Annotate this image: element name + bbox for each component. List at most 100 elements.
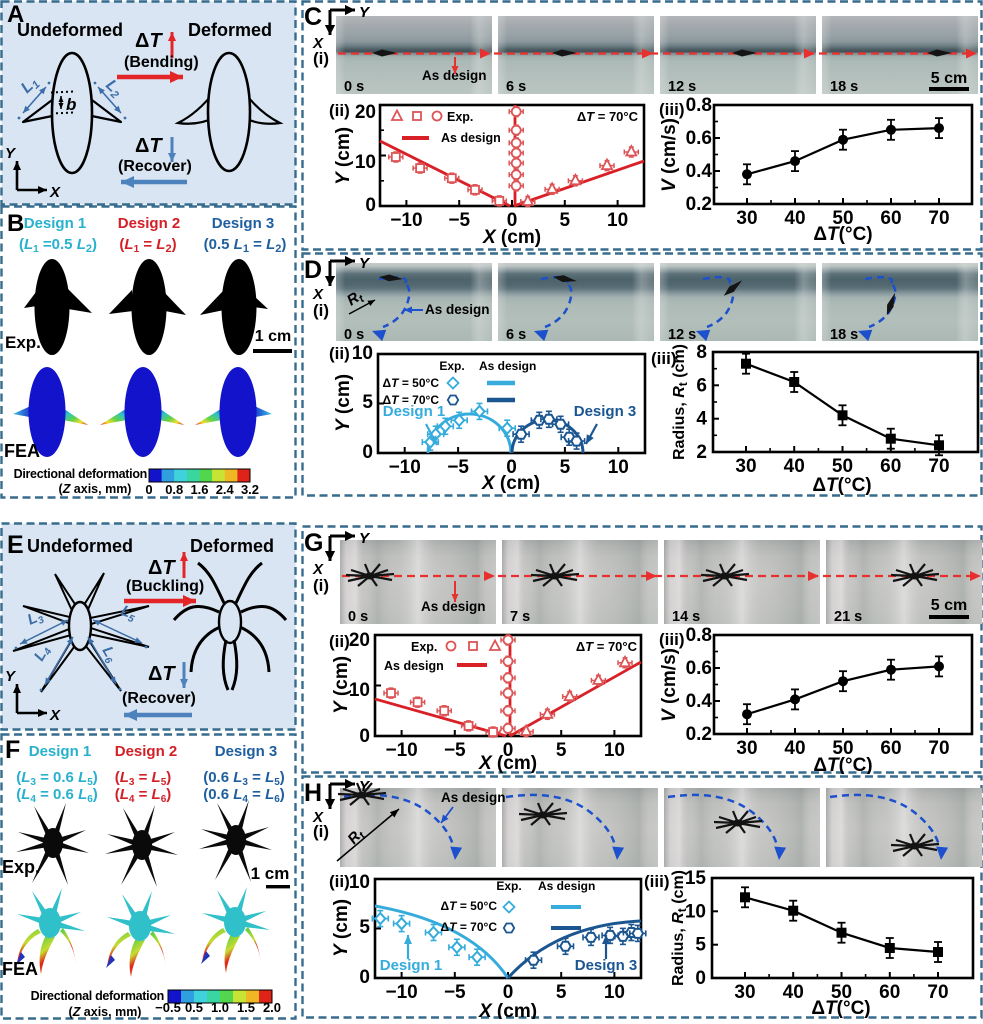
svg-text:H: H xyxy=(304,779,322,807)
svg-text:Y: Y xyxy=(359,4,371,21)
svg-text:0.6: 0.6 xyxy=(686,128,712,149)
svg-text:A: A xyxy=(7,1,24,28)
svg-text:X (cm): X (cm) xyxy=(482,227,541,248)
svg-text:Exp.: Exp. xyxy=(439,359,464,373)
svg-text:1.0: 1.0 xyxy=(211,1000,229,1015)
svg-text:0: 0 xyxy=(503,740,514,761)
svg-text:0.4: 0.4 xyxy=(686,161,713,182)
svg-text:As design: As design xyxy=(441,131,501,145)
svg-text:70: 70 xyxy=(928,208,949,229)
svg-text:Y (cm): Y (cm) xyxy=(331,899,352,957)
svg-text:2: 2 xyxy=(696,442,707,463)
svg-text:Undeformed: Undeformed xyxy=(27,536,133,556)
svg-text:(Bending): (Bending) xyxy=(124,54,199,71)
svg-text:ΔT(°C): ΔT(°C) xyxy=(813,755,872,774)
svg-text:Directional deformation: Directional deformation xyxy=(31,989,164,1003)
svg-text:0: 0 xyxy=(365,195,376,216)
svg-text:70: 70 xyxy=(928,456,949,477)
svg-text:Deformed: Deformed xyxy=(190,536,274,556)
svg-text:D: D xyxy=(304,256,322,284)
svg-text:0.8: 0.8 xyxy=(686,625,712,646)
svg-text:1 cm: 1 cm xyxy=(255,328,291,345)
svg-text:X (cm): X (cm) xyxy=(481,473,540,494)
svg-text:X: X xyxy=(49,184,61,201)
svg-text:10: 10 xyxy=(349,680,370,701)
svg-text:10: 10 xyxy=(604,982,625,1003)
svg-text:21 s: 21 s xyxy=(834,609,862,625)
svg-text:Deformed: Deformed xyxy=(188,20,272,40)
svg-text:0: 0 xyxy=(506,457,517,478)
svg-text:G: G xyxy=(304,529,323,557)
svg-text:50: 50 xyxy=(832,738,853,759)
svg-text:As design: As design xyxy=(421,599,486,614)
svg-text:Design 3: Design 3 xyxy=(215,743,278,760)
svg-text:0: 0 xyxy=(359,726,370,747)
svg-text:14 s: 14 s xyxy=(672,609,700,625)
svg-text:30: 30 xyxy=(736,208,757,229)
svg-text:X (cm): X (cm) xyxy=(478,1001,537,1019)
svg-text:ΔT: ΔT xyxy=(148,557,176,579)
svg-text:10: 10 xyxy=(352,343,373,364)
svg-text:8: 8 xyxy=(696,342,707,363)
svg-text:E: E xyxy=(7,531,24,559)
svg-text:50: 50 xyxy=(832,208,853,229)
svg-text:(L1 = L2): (L1 = L2) xyxy=(119,236,176,255)
svg-text:5 cm: 5 cm xyxy=(931,597,967,614)
svg-text:Design 3: Design 3 xyxy=(574,403,637,420)
svg-text:20: 20 xyxy=(349,630,370,651)
svg-text:−5: −5 xyxy=(447,457,469,478)
svg-text:(i): (i) xyxy=(313,301,329,320)
svg-text:12 s: 12 s xyxy=(668,79,696,95)
svg-text:Y (cm): Y (cm) xyxy=(333,127,354,185)
svg-text:As design: As design xyxy=(479,359,536,373)
svg-text:(Recover): (Recover) xyxy=(118,158,192,175)
svg-text:0.5: 0.5 xyxy=(185,1000,203,1015)
svg-text:ΔT: ΔT xyxy=(135,135,163,157)
svg-text:(ii): (ii) xyxy=(329,101,350,120)
svg-text:ΔT = 70°C: ΔT = 70°C xyxy=(576,639,638,654)
svg-text:Y: Y xyxy=(359,778,371,795)
svg-text:5: 5 xyxy=(362,392,373,413)
svg-text:12 s: 12 s xyxy=(668,327,696,343)
svg-text:b: b xyxy=(66,95,76,114)
svg-text:(iii): (iii) xyxy=(659,100,685,119)
svg-text:1.5: 1.5 xyxy=(237,1000,255,1015)
svg-text:Directional deformation: Directional deformation xyxy=(14,467,147,481)
svg-text:6 s: 6 s xyxy=(506,79,526,95)
svg-text:60: 60 xyxy=(879,982,900,1003)
svg-text:−10: −10 xyxy=(390,210,422,231)
svg-text:ΔT: ΔT xyxy=(148,663,176,685)
svg-text:ΔT = 50°C: ΔT = 50°C xyxy=(383,376,440,390)
svg-text:Design 1: Design 1 xyxy=(383,403,446,420)
svg-text:(L4 = 0.6 L6): (L4 = 0.6 L6) xyxy=(16,786,98,805)
svg-text:40: 40 xyxy=(784,208,805,229)
svg-text:(iii): (iii) xyxy=(659,630,685,649)
svg-text:ΔT = 70°C: ΔT = 70°C xyxy=(383,393,440,407)
svg-text:6: 6 xyxy=(696,375,707,396)
svg-text:0 s: 0 s xyxy=(348,609,368,625)
svg-text:−5: −5 xyxy=(444,740,466,761)
svg-text:5: 5 xyxy=(560,210,571,231)
svg-text:(Z axis, mm): (Z axis, mm) xyxy=(69,1005,142,1019)
svg-text:0: 0 xyxy=(507,210,518,231)
svg-text:0.4: 0.4 xyxy=(686,691,713,712)
svg-text:As design: As design xyxy=(538,879,595,893)
svg-text:0: 0 xyxy=(359,967,370,988)
svg-text:(i): (i) xyxy=(313,576,329,595)
svg-text:0.6: 0.6 xyxy=(686,658,712,679)
svg-text:As design: As design xyxy=(422,68,487,83)
svg-text:Exp.: Exp. xyxy=(496,879,521,893)
svg-text:10: 10 xyxy=(355,152,376,173)
svg-text:Design 3: Design 3 xyxy=(212,215,275,232)
svg-text:Exp.: Exp. xyxy=(411,640,437,654)
svg-text:X: X xyxy=(312,286,324,303)
svg-text:10: 10 xyxy=(607,210,628,231)
svg-text:ΔT(°C): ΔT(°C) xyxy=(812,475,871,496)
svg-text:FEA: FEA xyxy=(4,441,40,461)
svg-text:Exp.: Exp. xyxy=(2,857,40,877)
svg-text:X (cm): X (cm) xyxy=(478,753,537,774)
svg-text:As design: As design xyxy=(441,790,506,805)
svg-text:Y (cm): Y (cm) xyxy=(333,374,354,432)
svg-text:ΔT = 70°C: ΔT = 70°C xyxy=(441,920,498,934)
svg-text:(Recover): (Recover) xyxy=(122,690,196,707)
